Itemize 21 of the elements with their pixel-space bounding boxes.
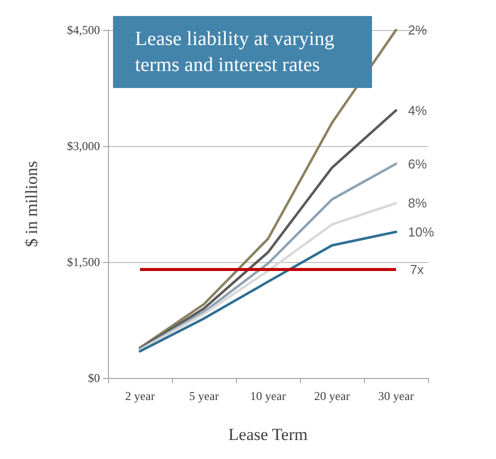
x-tick-label: 10 year [250,389,286,403]
x-tick-label: 5 year [189,389,219,403]
x-tick-label: 30 year [378,389,414,403]
x-tick-label: 20 year [314,389,350,403]
text: Lease liability at varying terms and interest rates [135,28,340,76]
y-tick-label: $0 [88,371,100,385]
x-axis-title: Lease Term [228,425,308,444]
series-label: 8% [408,196,428,211]
line-series [138,202,398,352]
line-series [138,230,398,353]
x-tick-label: 2 year [125,389,155,403]
series-label: 2% [408,22,428,38]
series-label: 4% [408,102,428,118]
y-axis-title: $ in millions [22,161,41,247]
series-label: 6% [408,156,428,172]
y-tick-label: $3,000 [67,139,100,153]
series-label: 10% [408,224,434,240]
y-tick-label: $1,500 [67,255,100,269]
ref-line-label: 7x [410,262,424,278]
line-series [138,109,398,350]
y-tick-label: $4,500 [67,23,100,37]
